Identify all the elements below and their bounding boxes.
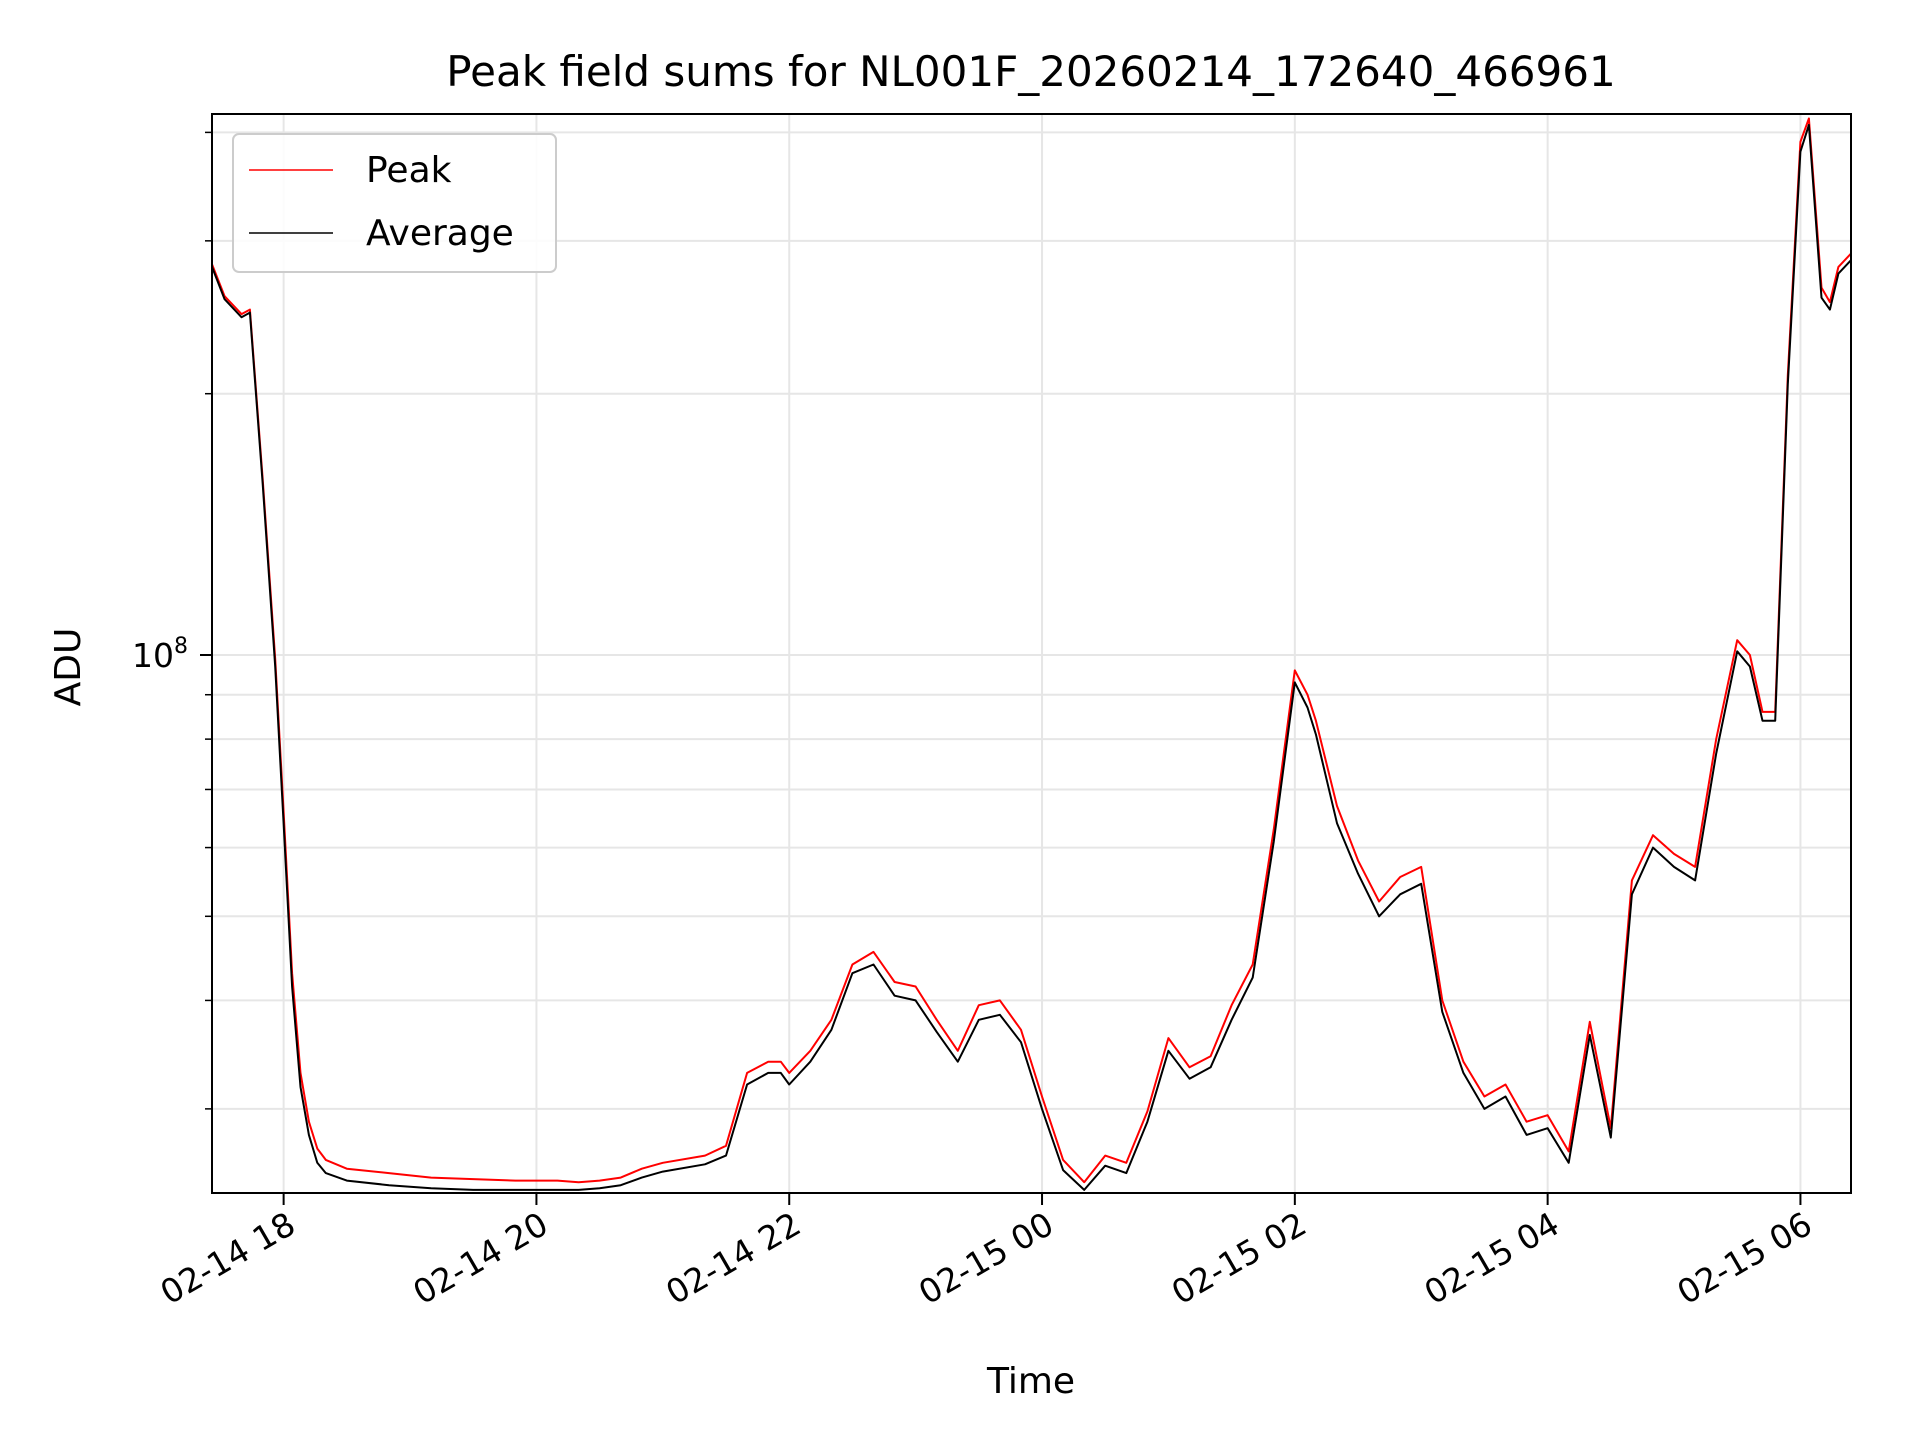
chart-title: Peak field sums for NL001F_20260214_1726…: [446, 47, 1615, 96]
legend-label-peak: Peak: [366, 150, 452, 191]
y-axis-label: ADU: [48, 628, 89, 707]
legend-box: [232, 133, 557, 273]
y-tick-base: 10: [132, 636, 174, 675]
legend-label-average: Average: [366, 213, 514, 254]
y-tick-label: 108: [132, 634, 188, 675]
legend: Peak Average: [232, 133, 557, 273]
grid-layer: [212, 114, 1851, 1193]
y-tick-exponent: 8: [174, 634, 188, 659]
plot-frame: [211, 113, 1852, 1194]
series-line-peak: [212, 117, 1851, 1184]
series-line-average: [212, 123, 1851, 1191]
x-axis-label: Time: [986, 1361, 1075, 1402]
series-layer: [212, 117, 1851, 1191]
